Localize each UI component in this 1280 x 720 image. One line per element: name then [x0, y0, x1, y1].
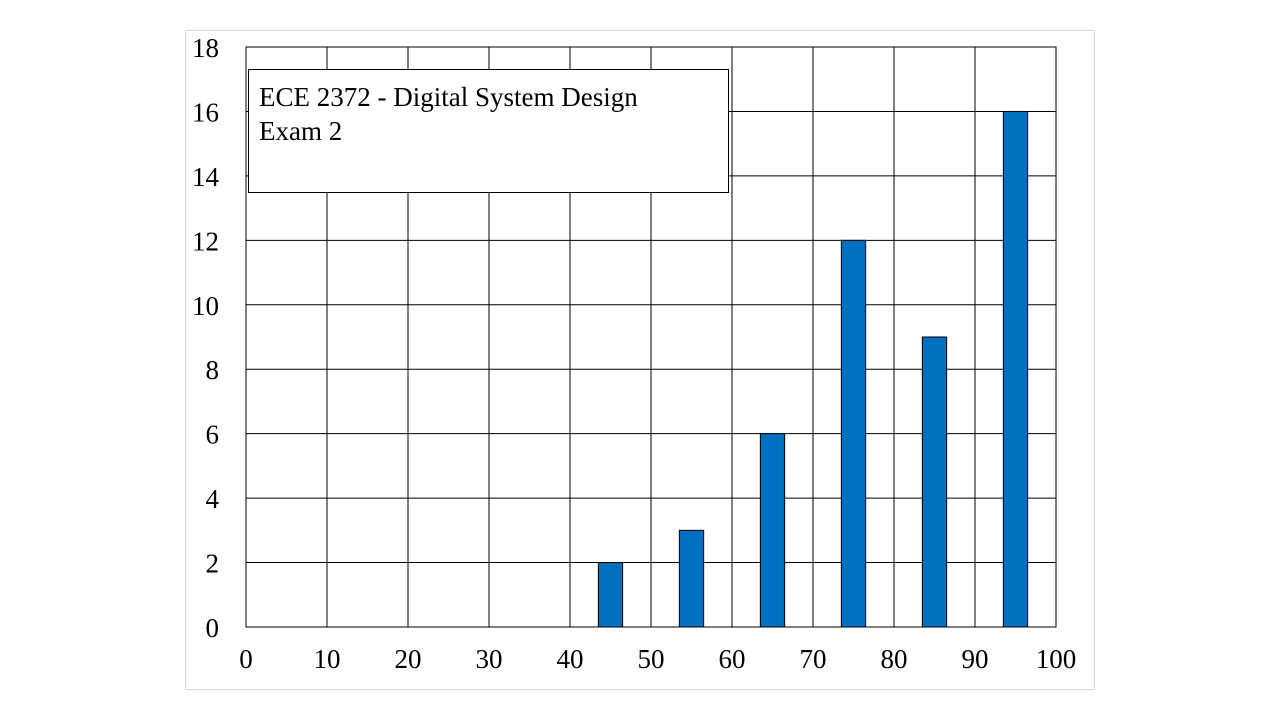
annotation-exam-label: Exam 2: [259, 116, 343, 146]
x-tick-label: 20: [395, 644, 422, 674]
y-tick-label: 14: [192, 162, 220, 192]
x-tick-label: 100: [1036, 644, 1077, 674]
chart-annotation-box: ECE 2372 - Digital System Design Exam 2: [248, 69, 729, 193]
y-tick-labels: 0 2 4 6 8 10 12 14 16 18: [192, 33, 220, 643]
x-tick-label: 80: [881, 644, 908, 674]
bar: [921, 336, 948, 628]
y-tick-label: 8: [206, 355, 220, 385]
bar-layer: [597, 110, 1029, 628]
x-tick-label: 10: [314, 644, 341, 674]
x-tick-label: 60: [719, 644, 746, 674]
y-tick-label: 16: [192, 97, 219, 127]
annotation-course-title: ECE 2372 - Digital System Design: [259, 82, 638, 112]
y-tick-label: 12: [192, 226, 219, 256]
chart-frame: [185, 30, 1095, 690]
bar: [1002, 110, 1029, 628]
bar: [759, 433, 786, 628]
x-tick-label: 30: [476, 644, 503, 674]
x-tick-label: 50: [638, 644, 665, 674]
y-tick-label: 6: [206, 420, 220, 450]
x-tick-label: 90: [962, 644, 989, 674]
bar: [840, 239, 867, 628]
bar: [678, 529, 705, 628]
plot-area-border: [245, 46, 1057, 628]
x-tick-labels: 0 10 20 30 40 50 60 70 80 90 100: [239, 644, 1076, 674]
y-tick-label: 0: [206, 613, 220, 643]
x-tick-label: 0: [239, 644, 253, 674]
y-tick-label: 10: [192, 291, 219, 321]
y-tick-label: 18: [192, 33, 219, 63]
x-tick-label: 40: [557, 644, 584, 674]
x-tick-label: 70: [800, 644, 827, 674]
bar: [597, 562, 624, 628]
y-tick-label: 4: [206, 484, 220, 514]
y-tick-label: 2: [206, 549, 220, 579]
